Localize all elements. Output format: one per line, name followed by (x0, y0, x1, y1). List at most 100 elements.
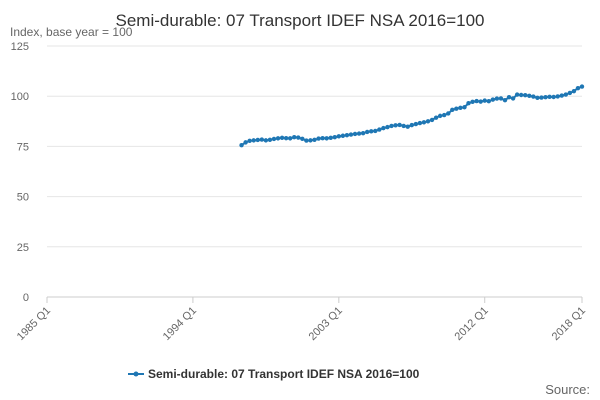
point (364, 129, 370, 135)
point (239, 142, 244, 148)
point (279, 135, 285, 140)
y-tick-label: 100 (11, 91, 29, 103)
point (340, 133, 346, 138)
point (575, 85, 581, 91)
point (344, 132, 350, 138)
point (389, 123, 394, 129)
point (539, 95, 544, 100)
point (450, 107, 455, 113)
legend-marker (133, 371, 139, 377)
y-tick-label: 25 (17, 242, 29, 254)
y-axis-label: Index, base year = 100 (10, 25, 133, 39)
point (401, 123, 406, 129)
point (458, 105, 463, 111)
point (336, 134, 342, 139)
point (312, 137, 317, 142)
point (523, 92, 528, 98)
point (356, 131, 362, 136)
point (466, 101, 471, 106)
point (535, 95, 540, 101)
point (304, 138, 309, 143)
point (551, 94, 556, 100)
point (287, 136, 293, 141)
point (352, 131, 358, 137)
point (405, 124, 410, 129)
point (433, 115, 439, 120)
point (559, 93, 564, 98)
point (482, 98, 487, 103)
point (514, 92, 520, 97)
point (385, 124, 390, 130)
x-tick-label: 2003 Q1 (307, 305, 345, 343)
point (263, 138, 269, 143)
y-tick-label: 125 (11, 41, 29, 53)
point (543, 95, 548, 100)
point (571, 88, 577, 94)
point (373, 128, 378, 134)
point (417, 120, 423, 126)
point (421, 120, 427, 125)
point (498, 96, 504, 101)
x-tick-label: 1985 Q1 (15, 305, 53, 343)
point (429, 117, 435, 123)
point (567, 90, 573, 96)
y-tick-label: 75 (17, 141, 29, 153)
x-tick-label: 1994 Q1 (161, 305, 199, 343)
point (377, 127, 382, 132)
point (328, 135, 333, 140)
point (255, 137, 260, 143)
point (308, 138, 313, 143)
point (320, 135, 325, 141)
point (292, 134, 297, 140)
point (494, 96, 500, 101)
chart-title: Semi-durable: 07 Transport IDEF NSA 2016… (115, 11, 484, 30)
point (486, 99, 491, 104)
point (413, 121, 419, 127)
point (360, 130, 366, 136)
point (563, 92, 568, 97)
x-tick-label: 2018 Q1 (550, 305, 588, 343)
point (437, 113, 443, 119)
point (510, 96, 516, 101)
point (332, 134, 337, 140)
point (251, 138, 256, 143)
point (247, 138, 252, 143)
point (283, 135, 289, 141)
point (527, 93, 532, 98)
point (409, 122, 414, 128)
x-tick-label: 2012 Q1 (453, 305, 491, 343)
y-tick-label: 50 (17, 192, 29, 204)
point (267, 137, 273, 142)
point (296, 135, 301, 140)
point (275, 136, 281, 141)
point (506, 95, 512, 100)
point (369, 129, 374, 134)
point (547, 94, 552, 100)
point (446, 111, 451, 116)
point (271, 136, 277, 142)
point (474, 98, 479, 104)
point (519, 92, 524, 98)
point (470, 99, 475, 105)
point (425, 119, 431, 124)
point (393, 123, 398, 128)
point (579, 84, 585, 89)
point (381, 125, 386, 131)
point (478, 99, 483, 104)
point (462, 105, 467, 110)
source: Source: (545, 382, 590, 397)
point (490, 97, 496, 102)
point (454, 106, 459, 111)
point (348, 132, 354, 137)
point (316, 136, 321, 141)
point (243, 140, 248, 145)
point (397, 122, 402, 128)
y-tick-label: 0 (23, 292, 29, 304)
legend-label: Semi-durable: 07 Transport IDEF NSA 2016… (148, 367, 420, 381)
point (502, 98, 508, 103)
point (259, 137, 265, 142)
point (324, 136, 329, 141)
point (555, 94, 560, 99)
point (300, 136, 305, 141)
